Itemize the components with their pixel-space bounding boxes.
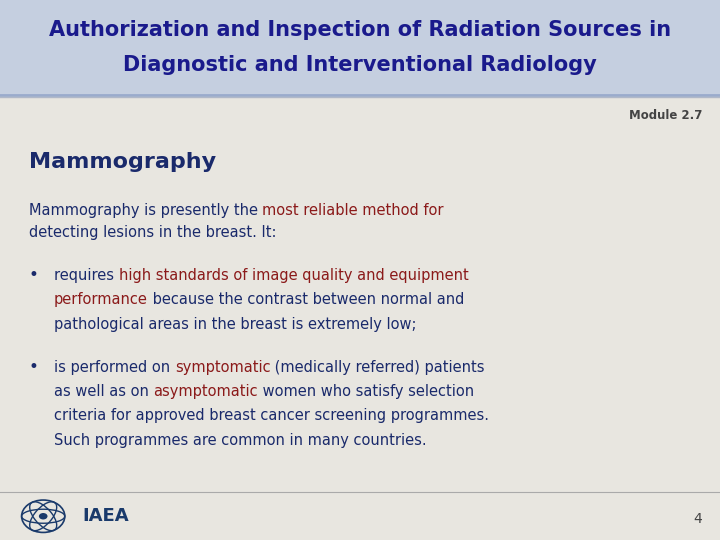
Text: Authorization and Inspection of Radiation Sources in: Authorization and Inspection of Radiatio… [49, 19, 671, 40]
Text: women who satisfy selection: women who satisfy selection [258, 384, 474, 399]
Text: performance: performance [54, 292, 148, 307]
Text: Mammography: Mammography [29, 152, 216, 172]
Text: symptomatic: symptomatic [175, 360, 271, 375]
Text: criteria for approved breast cancer screening programmes.: criteria for approved breast cancer scre… [54, 408, 489, 423]
Text: asymptomatic: asymptomatic [153, 384, 258, 399]
Text: Diagnostic and Interventional Radiology: Diagnostic and Interventional Radiology [123, 55, 597, 75]
Text: requires: requires [54, 268, 119, 283]
Text: high standards of image quality and equipment: high standards of image quality and equi… [119, 268, 469, 283]
Bar [0, 0, 720, 94]
Text: because the contrast between normal and: because the contrast between normal and [148, 292, 464, 307]
Text: Such programmes are common in many countries.: Such programmes are common in many count… [54, 433, 427, 448]
Text: IAEA: IAEA [83, 507, 130, 525]
Text: •: • [29, 266, 39, 285]
Text: Module 2.7: Module 2.7 [629, 109, 702, 122]
Text: Mammography is presently the: Mammography is presently the [29, 203, 262, 218]
Text: as well as on: as well as on [54, 384, 153, 399]
Circle shape [39, 513, 48, 519]
Text: (medically referred) patients: (medically referred) patients [271, 360, 485, 375]
Text: 4: 4 [693, 512, 702, 526]
Text: is performed on: is performed on [54, 360, 175, 375]
Text: detecting lesions in the breast. It:: detecting lesions in the breast. It: [29, 225, 276, 240]
Text: •: • [29, 358, 39, 376]
Text: pathological areas in the breast is extremely low;: pathological areas in the breast is extr… [54, 316, 416, 332]
Text: most reliable method for: most reliable method for [262, 203, 444, 218]
